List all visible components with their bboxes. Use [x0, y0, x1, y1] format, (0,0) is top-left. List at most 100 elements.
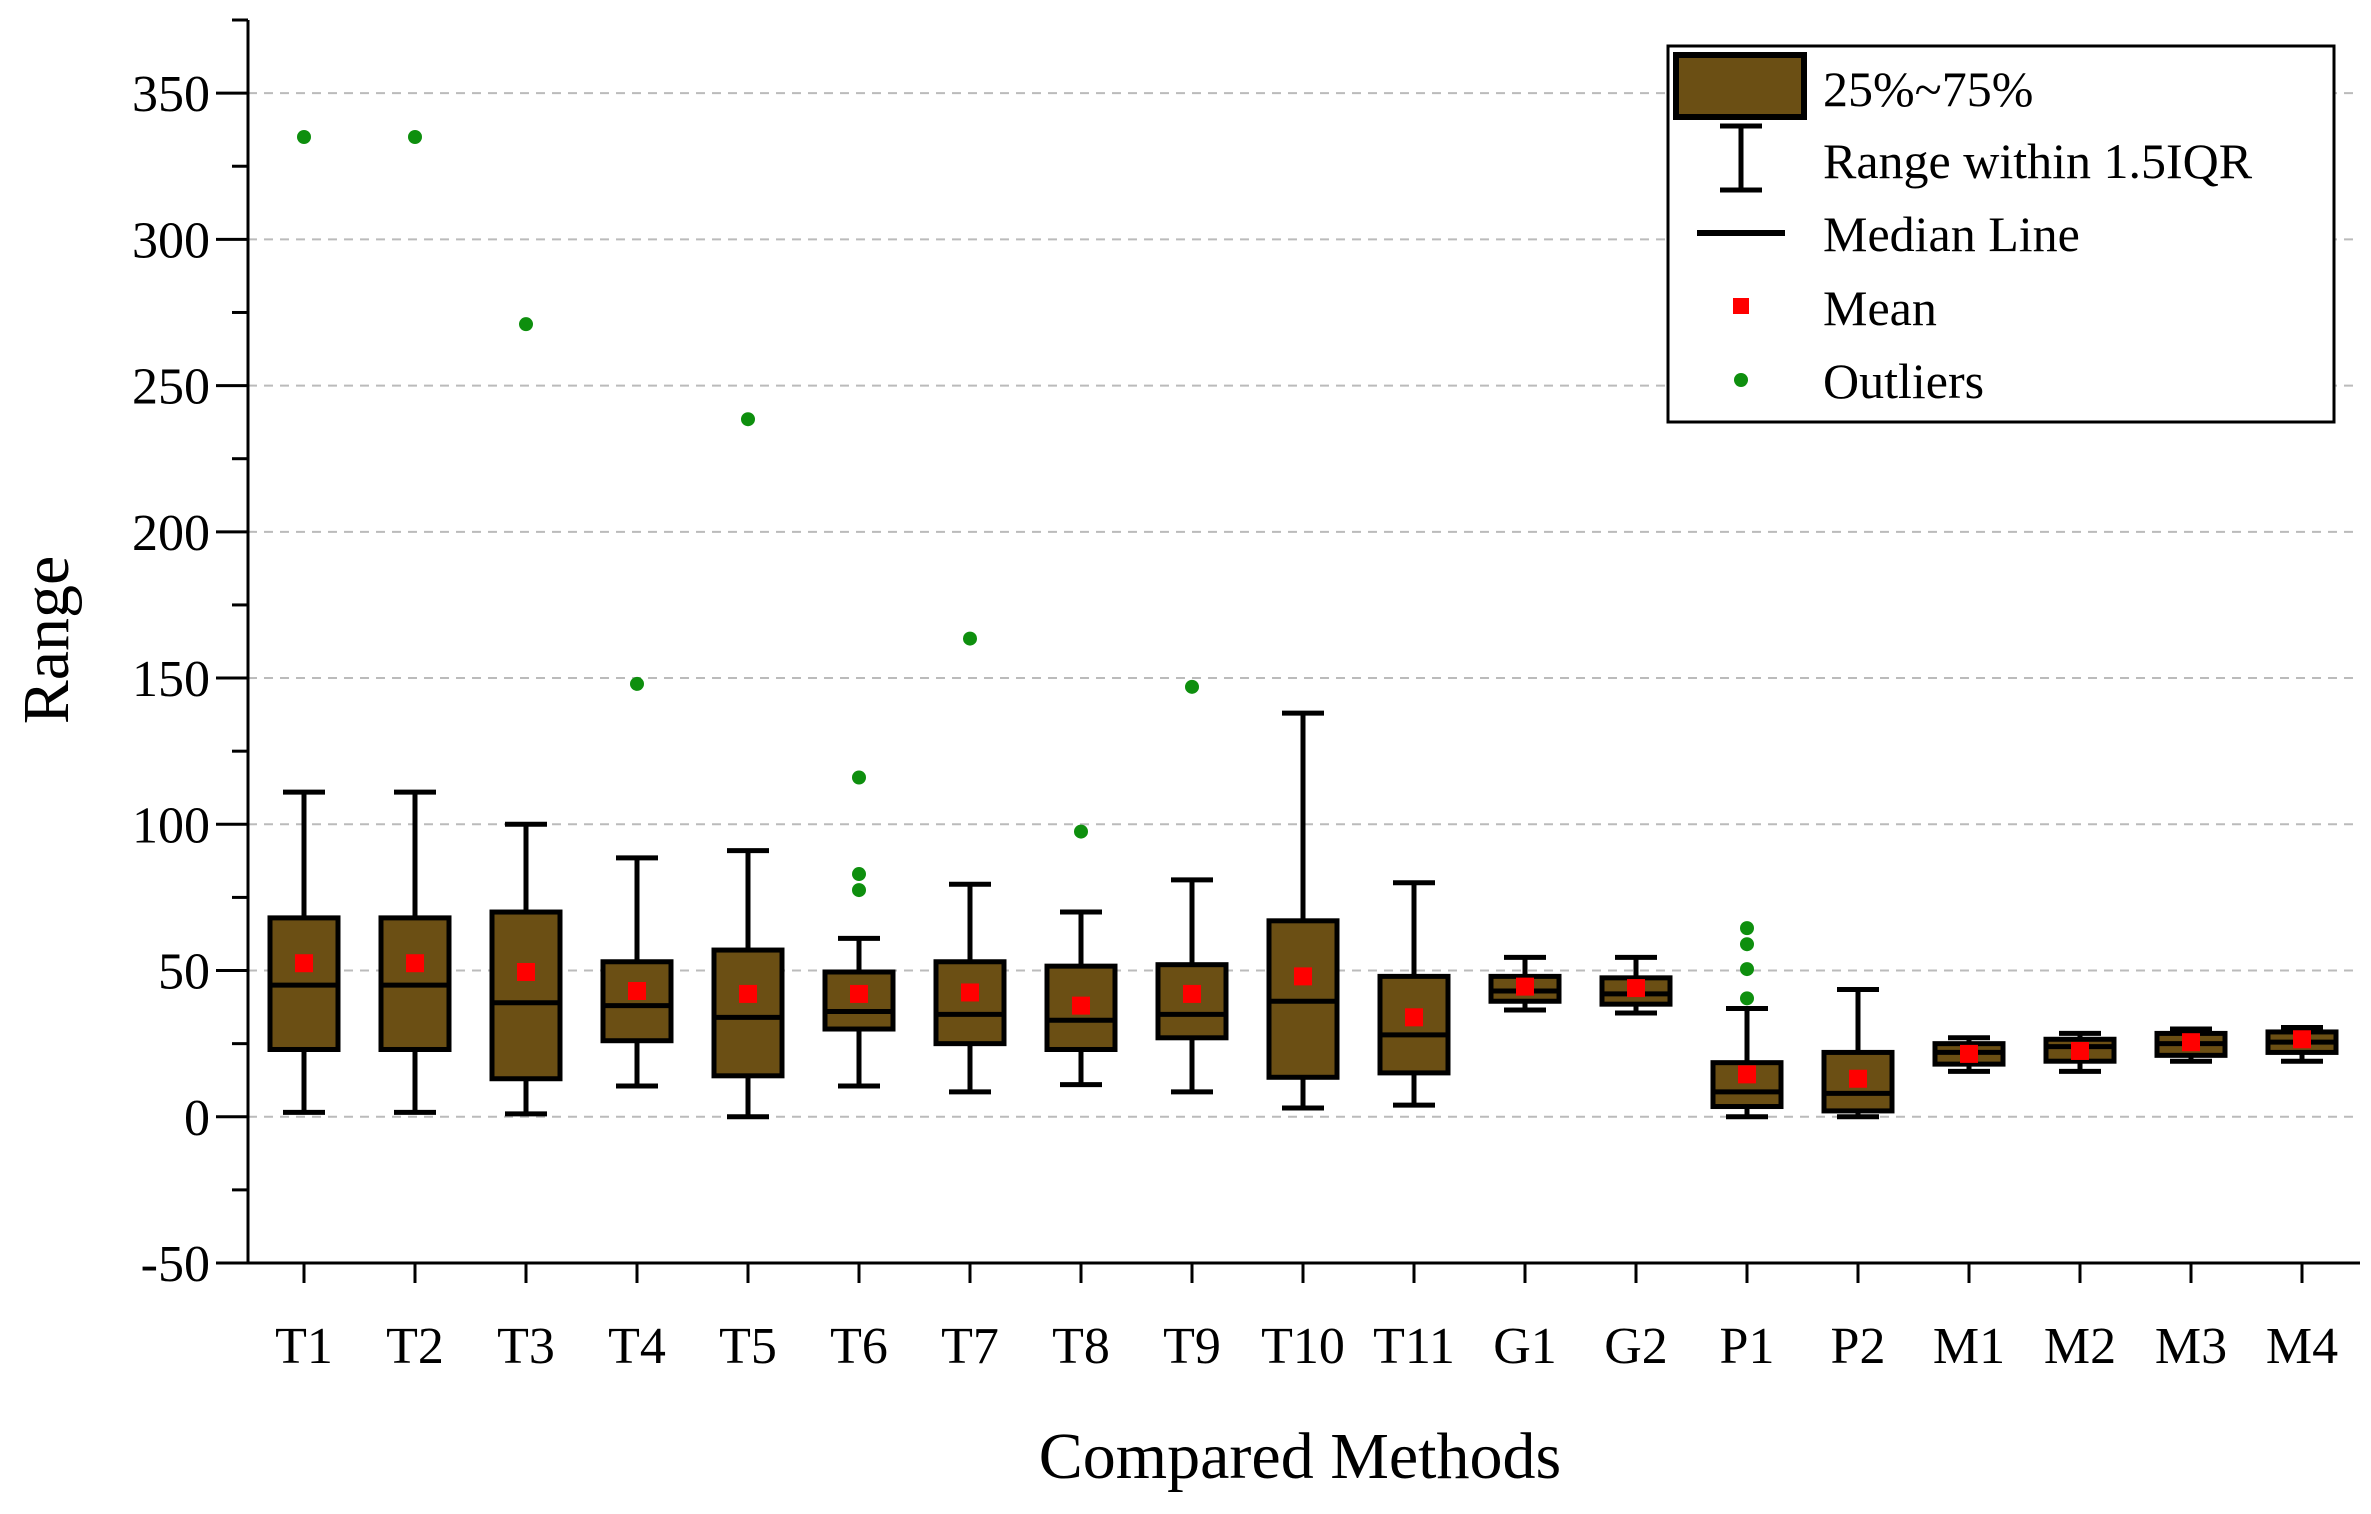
x-tick-label: M4 — [2266, 1318, 2338, 1375]
x-tick-label: G1 — [1493, 1318, 1557, 1375]
mean-marker — [517, 962, 535, 981]
outlier-point — [519, 317, 533, 332]
box-t4 — [600, 676, 674, 1089]
x-tick-label: T11 — [1373, 1318, 1455, 1375]
mean-marker — [1072, 996, 1090, 1015]
x-tick-label: T6 — [830, 1318, 888, 1375]
x-tick-label: T7 — [941, 1318, 999, 1375]
outlier-point — [1185, 679, 1199, 694]
box-series — [267, 129, 2339, 1120]
x-tick-label: T3 — [497, 1318, 555, 1375]
y-tick-label: 250 — [132, 359, 210, 416]
legend-mean-label: Mean — [1823, 280, 1937, 336]
box-t9 — [1155, 679, 1229, 1095]
legend-box-label: 25%~75% — [1823, 61, 2033, 117]
box-t8 — [1044, 824, 1118, 1088]
mean-marker — [295, 954, 313, 973]
x-tick-label: M1 — [1933, 1318, 2005, 1375]
legend-median-label: Median Line — [1823, 206, 2080, 262]
y-tick-labels: -50 0 50 100 150 200 250 300 350 — [132, 66, 210, 1293]
outlier-point — [408, 129, 422, 144]
iqr-box — [933, 959, 1007, 1047]
outlier-point — [1740, 962, 1754, 977]
y-tick-label: -50 — [141, 1236, 210, 1293]
y-tick-label: 50 — [158, 944, 210, 1001]
box-t11 — [1377, 880, 1451, 1108]
box-m4 — [2265, 1025, 2339, 1064]
outlier-point — [852, 883, 866, 898]
x-axis-title: Compared Methods — [1039, 1420, 1561, 1493]
outlier-point — [1074, 824, 1088, 839]
x-tick-label: T5 — [719, 1318, 777, 1375]
mean-marker — [850, 984, 868, 1003]
mean-marker — [1738, 1065, 1756, 1084]
legend-outliers-label: Outliers — [1823, 353, 1984, 409]
box-m3 — [2154, 1026, 2228, 1064]
mean-marker — [1516, 977, 1534, 996]
box-p2 — [1821, 987, 1895, 1120]
x-tick-label: T1 — [275, 1318, 333, 1375]
axes — [216, 18, 2360, 1283]
outlier-point — [297, 129, 311, 144]
mean-marker — [1627, 979, 1645, 998]
x-tick-label: T2 — [386, 1318, 444, 1375]
mean-marker — [1405, 1008, 1423, 1027]
x-tick-label: P2 — [1831, 1318, 1886, 1375]
outlier-point — [1740, 921, 1754, 936]
box-t6 — [822, 770, 896, 1089]
x-tick-label: T4 — [608, 1318, 666, 1375]
x-tick-label: T9 — [1163, 1318, 1221, 1375]
x-tick-labels: T1 T2 T3 T4 T5 T6 T7 T8 T9 T10 T11 G1 G2 P1 P2 M1 M2 M3 M4 — [275, 1318, 2338, 1375]
mean-marker — [739, 984, 757, 1003]
mean-marker — [1960, 1044, 1978, 1063]
box-t1 — [267, 129, 341, 1115]
box-t10 — [1266, 710, 1340, 1111]
mean-marker — [961, 983, 979, 1002]
mean-marker — [1849, 1069, 1867, 1088]
outlier-point — [741, 412, 755, 427]
legend-box-swatch — [1673, 52, 1807, 120]
y-tick-label: 0 — [184, 1090, 210, 1147]
mean-marker — [1294, 967, 1312, 986]
iqr-box — [600, 959, 674, 1044]
y-tick-label: 150 — [132, 651, 210, 708]
mean-marker — [1183, 984, 1201, 1003]
y-tick-label: 100 — [132, 797, 210, 854]
legend-whisker-icon — [1720, 123, 1762, 193]
outlier-point — [1740, 991, 1754, 1006]
iqr-box — [1155, 962, 1229, 1041]
mean-marker — [2182, 1033, 2200, 1052]
x-tick-label: T8 — [1052, 1318, 1110, 1375]
x-tick-label: T10 — [1261, 1318, 1345, 1375]
outlier-point — [1740, 937, 1754, 952]
y-tick-label: 200 — [132, 505, 210, 562]
box-t7 — [933, 631, 1007, 1095]
mean-marker — [2071, 1041, 2089, 1060]
x-tick-label: P1 — [1720, 1318, 1775, 1375]
outlier-point — [852, 770, 866, 785]
x-tick-label: M2 — [2044, 1318, 2116, 1375]
x-tick-label: G2 — [1604, 1318, 1668, 1375]
x-tick-label: M3 — [2155, 1318, 2227, 1375]
y-axis-title: Range — [10, 556, 83, 725]
legend: 25%~75% Range within 1.5IQR Median Line … — [1666, 44, 2336, 424]
iqr-box — [711, 947, 785, 1079]
outlier-point — [852, 867, 866, 882]
outlier-point — [630, 676, 644, 691]
mean-marker — [406, 954, 424, 973]
mean-marker — [628, 982, 646, 1001]
box-p1 — [1710, 921, 1784, 1120]
box-g1 — [1488, 954, 1562, 1013]
box-t5 — [711, 412, 785, 1120]
box-g2 — [1599, 954, 1673, 1016]
mean-marker — [2293, 1030, 2311, 1049]
box-t2 — [378, 129, 452, 1115]
outlier-point — [963, 631, 977, 646]
box-m1 — [1932, 1035, 2006, 1074]
legend-outlier-icon — [1734, 373, 1748, 387]
legend-whisker-label: Range within 1.5IQR — [1823, 133, 2253, 189]
box-t3 — [489, 317, 563, 1117]
y-tick-label: 350 — [132, 66, 210, 123]
legend-mean-icon — [1733, 298, 1749, 314]
